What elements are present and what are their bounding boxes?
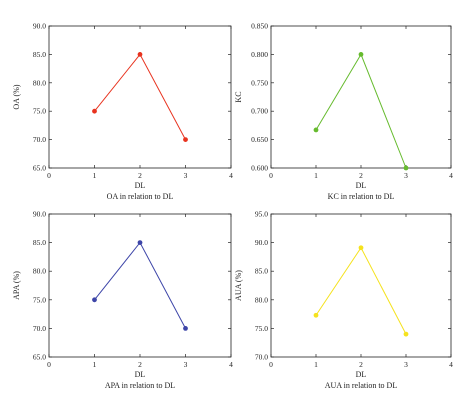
y-tick-label: 75.0 [33, 295, 46, 304]
y-tick-label: 85.0 [33, 238, 46, 247]
data-point [183, 326, 188, 331]
x-tick-label: 4 [449, 360, 453, 369]
x-tick-label: 2 [138, 171, 142, 180]
panel-caption: OA in relation to DL [107, 192, 174, 201]
y-tick-label: 80.0 [33, 267, 46, 276]
x-tick-label: 4 [229, 171, 233, 180]
plot-frame [270, 213, 452, 358]
x-axis-label: DL [135, 370, 146, 379]
y-tick-label: 0.750 [251, 78, 268, 87]
y-tick-label: 90.0 [33, 22, 46, 31]
data-point [137, 52, 143, 57]
y-tick-label: 0.650 [251, 135, 268, 144]
y-tick-label: 75.0 [255, 324, 268, 333]
x-axis-label: DL [356, 181, 367, 190]
panel-caption: AUA in relation to DL [325, 381, 398, 390]
series-line [94, 241, 186, 329]
data-point [92, 108, 97, 114]
x-tick-label: 3 [184, 360, 188, 369]
data-point [137, 240, 143, 246]
y-tick-label: 0.850 [251, 22, 268, 31]
y-tick-label: 90.0 [33, 210, 46, 219]
x-tick-label: 0 [47, 171, 51, 180]
y-tick-label: 0.800 [251, 50, 268, 59]
y-tick-label: 0.600 [251, 164, 268, 173]
series-line [315, 246, 407, 335]
data-point [358, 245, 364, 251]
x-tick-label: 4 [229, 360, 233, 369]
y-tick-label: 85.0 [33, 50, 46, 59]
x-tick-label: 0 [269, 360, 273, 369]
y-tick-label: 85.0 [255, 267, 268, 276]
chart-panel-1: 65.0 70.0 75.0 80.0 85.0 90.0 0 1 2 3 4 DL OA (%) OA … [12, 22, 233, 202]
x-tick-label: 1 [93, 360, 97, 369]
x-tick-label: 2 [359, 360, 363, 369]
plot-frame [48, 25, 232, 169]
x-axis-label: DL [356, 370, 367, 379]
x-axis-label: DL [135, 181, 146, 190]
series-line [315, 53, 407, 169]
chart-panel-4: 70.0 75.0 80.0 85.0 90.0 95.0 0 1 2 3 4 DL AUA (%) AU… [234, 210, 453, 391]
x-tick-label: 0 [269, 171, 273, 180]
x-tick-label: 2 [359, 171, 363, 180]
y-tick-label: 70.0 [33, 324, 46, 333]
chart-panel-2: 0.600 0.650 0.700 0.750 0.800 0.850 0 1 2 3 4 DL KC K… [234, 22, 453, 202]
y-axis-label: OA (%) [12, 84, 21, 109]
y-axis-label: KC [234, 91, 243, 102]
y-tick-label: 70.0 [33, 135, 46, 144]
x-tick-label: 1 [93, 171, 97, 180]
y-tick-label: 95.0 [255, 210, 268, 219]
x-tick-label: 3 [184, 171, 188, 180]
panel-caption: APA in relation to DL [105, 381, 175, 390]
data-point [313, 127, 319, 133]
x-tick-label: 2 [138, 360, 142, 369]
y-tick-label: 80.0 [33, 78, 46, 87]
y-tick-label: 80.0 [255, 295, 268, 304]
y-tick-label: 90.0 [255, 238, 268, 247]
y-tick-label: 65.0 [33, 164, 46, 173]
y-axis-label: APA (%) [12, 271, 21, 300]
y-axis-label: AUA (%) [234, 270, 243, 301]
panel-caption: KC in relation to DL [328, 192, 395, 201]
x-tick-label: 4 [449, 171, 453, 180]
data-point [403, 165, 409, 171]
data-point [358, 52, 364, 57]
x-tick-label: 1 [314, 360, 318, 369]
x-tick-label: 3 [404, 360, 408, 369]
data-point [92, 297, 97, 303]
x-tick-label: 0 [47, 360, 51, 369]
y-tick-label: 70.0 [255, 353, 268, 362]
data-point [313, 312, 319, 318]
plot-frame [270, 25, 452, 169]
data-point [403, 331, 409, 337]
data-point [183, 137, 188, 143]
series-line [94, 53, 186, 140]
x-tick-label: 1 [314, 171, 318, 180]
plot-frame [48, 213, 232, 358]
y-tick-label: 0.700 [251, 107, 268, 116]
x-tick-label: 3 [404, 171, 408, 180]
chart-panel-3: 65.0 70.0 75.0 80.0 85.0 90.0 0 1 2 3 4 DL APA (%) AP… [12, 210, 233, 391]
y-tick-label: 65.0 [33, 353, 46, 362]
y-tick-label: 75.0 [33, 107, 46, 116]
